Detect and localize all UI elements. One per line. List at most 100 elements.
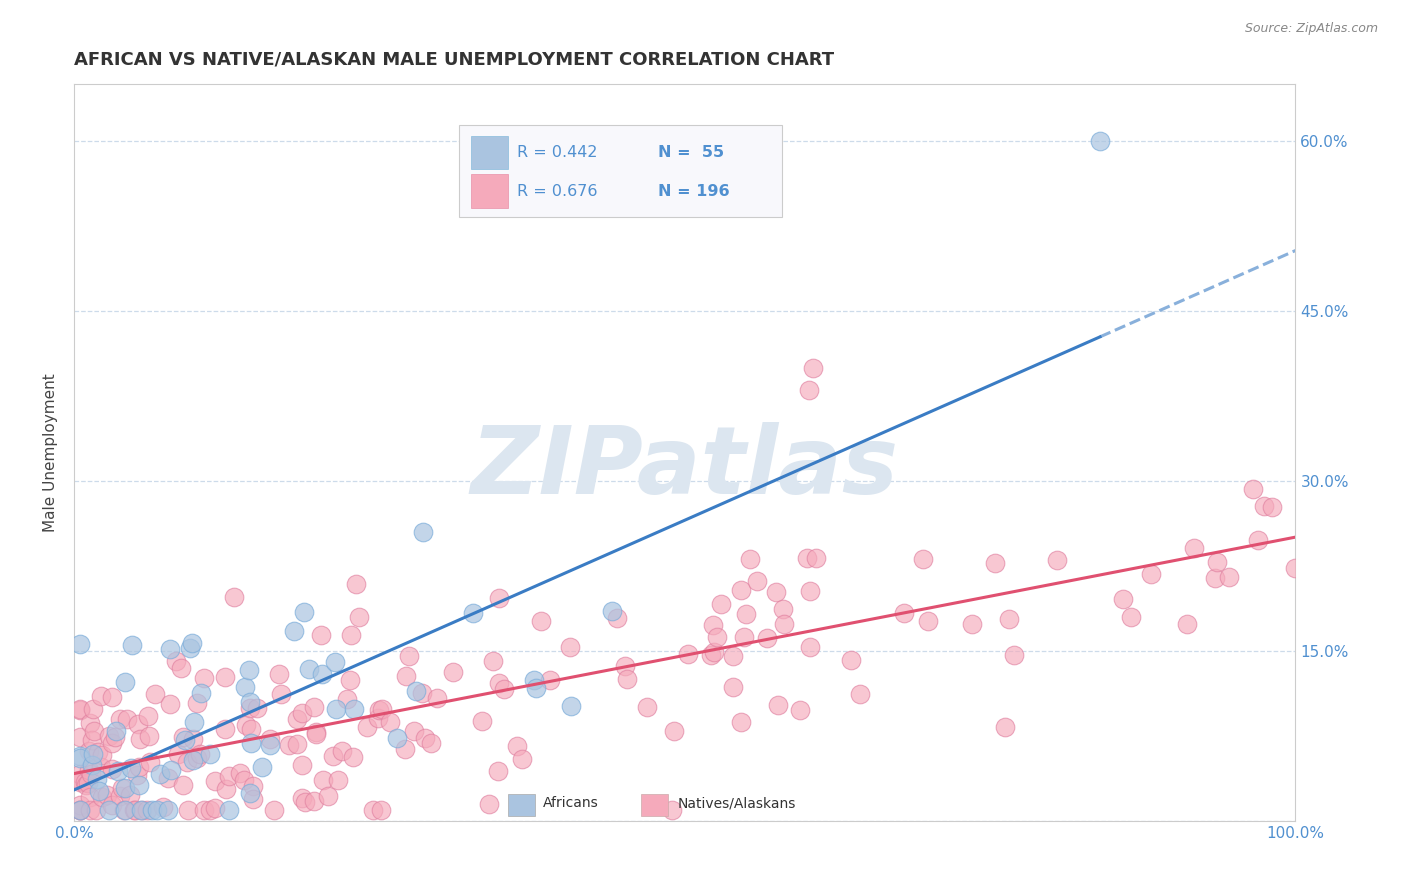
Point [156,772,179,786]
Point [128,760,150,774]
Point [97,730,120,744]
Point [336,691,359,706]
Point [114,803,136,817]
Point [246,701,269,715]
Point [183,752,205,766]
Point [1218,569,1240,583]
Point [167,747,190,762]
Point [181,731,204,746]
Point [1253,499,1275,513]
Point [239,722,262,736]
Text: N = 196: N = 196 [658,184,730,199]
Point [662,724,685,739]
Point [721,680,744,694]
Point [124,803,146,817]
Point [340,628,363,642]
Point [69,703,91,717]
Point [412,524,434,539]
Point [233,680,256,694]
Point [488,591,510,606]
FancyBboxPatch shape [471,175,508,208]
Point [398,649,420,664]
Point [730,583,752,598]
Point [69,803,91,817]
FancyBboxPatch shape [508,794,534,816]
Text: Africans: Africans [543,796,599,810]
Point [82,747,104,761]
Point [69,702,91,716]
Point [700,648,723,662]
Point [734,630,756,644]
Point [160,763,183,777]
Point [305,726,328,740]
Point [738,552,761,566]
Point [100,762,122,776]
Point [120,761,142,775]
Point [772,602,794,616]
Point [86,772,108,786]
Point [478,797,501,812]
Y-axis label: Male Unemployment: Male Unemployment [44,374,58,533]
Point [371,702,394,716]
Point [84,803,107,817]
Point [766,698,789,713]
Point [378,714,401,729]
Point [200,747,222,761]
Point [101,798,124,813]
Point [839,653,862,667]
Point [367,711,389,725]
Point [157,803,180,817]
Point [911,552,934,566]
Point [676,647,699,661]
Point [90,789,112,804]
Point [200,803,222,817]
Point [87,783,110,797]
Point [107,764,129,778]
Point [112,803,135,817]
Point [804,550,827,565]
Point [426,690,449,705]
Point [994,720,1017,734]
Point [441,665,464,679]
Point [214,723,236,737]
Point [322,749,344,764]
Point [600,604,623,618]
Point [114,674,136,689]
Point [703,645,725,659]
Point [69,767,91,781]
Point [242,791,264,805]
Point [232,773,254,788]
Point [287,712,309,726]
Point [1241,482,1264,496]
Point [342,749,364,764]
Text: Natives/Alaskans: Natives/Alaskans [678,796,796,810]
Point [186,697,208,711]
Text: ZIPatlas: ZIPatlas [471,422,898,514]
Point [402,724,425,739]
Point [172,778,194,792]
Point [239,786,262,800]
Point [165,655,187,669]
Point [796,551,818,566]
FancyBboxPatch shape [458,125,783,217]
Point [471,714,494,729]
Point [125,767,148,781]
Point [302,794,325,808]
Point [79,803,101,817]
Point [420,736,443,750]
Point [69,749,91,764]
Point [186,751,208,765]
Point [558,640,581,655]
Point [492,682,515,697]
Point [488,676,510,690]
Point [82,702,104,716]
Point [180,636,202,650]
Point [1261,500,1284,514]
Point [69,797,91,812]
Point [270,687,292,701]
Point [239,695,262,709]
Point [538,673,561,687]
Point [1205,571,1227,585]
Point [252,760,274,774]
Point [128,779,150,793]
